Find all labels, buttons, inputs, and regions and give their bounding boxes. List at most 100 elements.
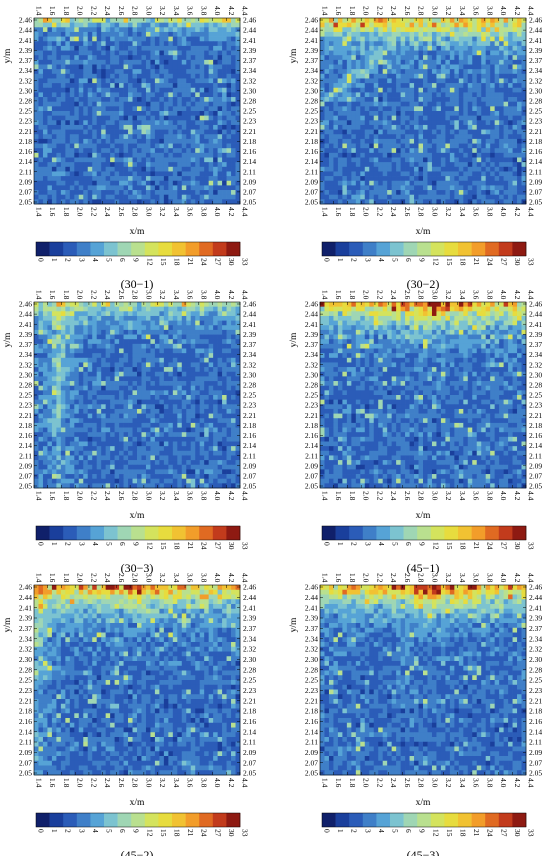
heatmap-cell: [373, 134, 379, 140]
heatmap-cell: [42, 194, 48, 200]
heatmap-cell: [199, 367, 205, 373]
heatmap-cell: [364, 134, 370, 140]
heatmap-cell: [74, 190, 80, 196]
heatmap-cell: [195, 162, 201, 168]
heatmap-cell: [387, 129, 392, 135]
heatmap-cell: [440, 59, 446, 65]
heatmap-cell: [222, 348, 227, 354]
heatmap-cell: [74, 50, 80, 56]
heatmap-cell: [105, 162, 111, 168]
heatmap-cell: [60, 120, 66, 126]
heatmap-cell: [396, 106, 401, 112]
heatmap-cell: [217, 390, 223, 396]
heatmap-cell: [222, 148, 227, 154]
heatmap-cell: [499, 194, 504, 200]
heatmap-cell: [342, 22, 348, 28]
heatmap-cell: [436, 45, 442, 51]
heatmap-cell: [485, 166, 491, 172]
heatmap-cell: [141, 367, 147, 373]
heatmap-cell: [145, 138, 151, 144]
heatmap-cell: [454, 129, 460, 135]
heatmap-cell: [34, 115, 39, 121]
heatmap-cell: [346, 138, 352, 144]
heatmap-cell: [378, 124, 384, 130]
heatmap-cell: [328, 55, 334, 61]
heatmap-cell: [508, 148, 513, 154]
heatmap-cell: [123, 176, 129, 182]
heatmap-cell: [119, 124, 124, 130]
heatmap-cell: [222, 171, 227, 177]
heatmap-cell: [463, 115, 469, 121]
heatmap-cell: [431, 171, 437, 177]
heatmap-cell: [369, 115, 375, 121]
heatmap-cell: [324, 199, 330, 205]
heatmap-cell: [168, 41, 174, 47]
heatmap-cell: [512, 166, 518, 172]
x-tick-label-bottom: 1.6: [334, 207, 343, 217]
heatmap-cell: [222, 185, 227, 191]
heatmap-cell: [440, 176, 446, 182]
heatmap-cell: [235, 376, 241, 382]
heatmap-cell: [60, 390, 66, 396]
heatmap-cell: [132, 129, 138, 135]
heatmap-cell: [440, 27, 446, 33]
heatmap-cell: [132, 357, 138, 363]
heatmap-cell: [141, 325, 147, 331]
heatmap-cell: [101, 185, 106, 191]
heatmap-cell: [445, 55, 451, 61]
heatmap-cell: [123, 367, 129, 373]
heatmap-cell: [418, 171, 424, 177]
heatmap-cell: [159, 157, 165, 163]
heatmap-cell: [440, 194, 446, 200]
heatmap-cell: [195, 87, 201, 93]
heatmap-cell: [355, 69, 361, 75]
y-tick-label-right: 2.34: [529, 66, 542, 75]
heatmap-cell: [485, 22, 491, 28]
heatmap-cell: [101, 311, 106, 317]
heatmap-cell: [177, 148, 183, 154]
heatmap-cell: [181, 171, 187, 177]
heatmap-cell: [508, 36, 513, 42]
heatmap-cell: [190, 194, 196, 200]
heatmap-cell: [427, 64, 433, 70]
heatmap-cell: [150, 315, 156, 321]
heatmap-cell: [508, 18, 513, 23]
heatmap-cell: [208, 143, 214, 149]
heatmap-cell: [145, 22, 151, 28]
heatmap-cell: [195, 143, 201, 149]
heatmap-cell: [382, 59, 388, 65]
heatmap-cell: [445, 157, 451, 163]
heatmap-cell: [382, 92, 388, 98]
heatmap-cell: [217, 166, 223, 172]
heatmap-cell: [387, 176, 392, 182]
heatmap-cell: [494, 124, 500, 130]
heatmap-cell: [222, 111, 227, 116]
heatmap-cell: [150, 22, 156, 28]
heatmap-cell: [83, 157, 89, 163]
heatmap-cell: [186, 45, 192, 51]
heatmap-cell: [369, 50, 375, 56]
heatmap-cell: [137, 36, 142, 42]
heatmap-cell: [51, 18, 57, 23]
heatmap-cell: [445, 162, 451, 168]
heatmap-cell: [199, 343, 205, 349]
heatmap-cell: [355, 166, 361, 172]
heatmap-cell: [226, 129, 232, 135]
heatmap-cell: [78, 180, 84, 186]
heatmap-cell: [414, 73, 419, 79]
heatmap-cell: [172, 325, 178, 331]
heatmap-cell: [141, 180, 147, 186]
heatmap-cell: [128, 73, 133, 79]
heatmap-cell: [204, 41, 209, 47]
heatmap-cell: [96, 55, 102, 61]
heatmap-cell: [56, 124, 62, 130]
heatmap-cell: [476, 171, 482, 177]
heatmap-cell: [508, 50, 513, 56]
heatmap-cell: [60, 194, 66, 200]
heatmap-cell: [132, 306, 138, 312]
heatmap-cell: [517, 22, 522, 28]
heatmap-cell: [137, 343, 142, 349]
heatmap-cell: [195, 311, 201, 317]
heatmap-cell: [159, 97, 165, 103]
heatmap-cell: [503, 152, 509, 158]
